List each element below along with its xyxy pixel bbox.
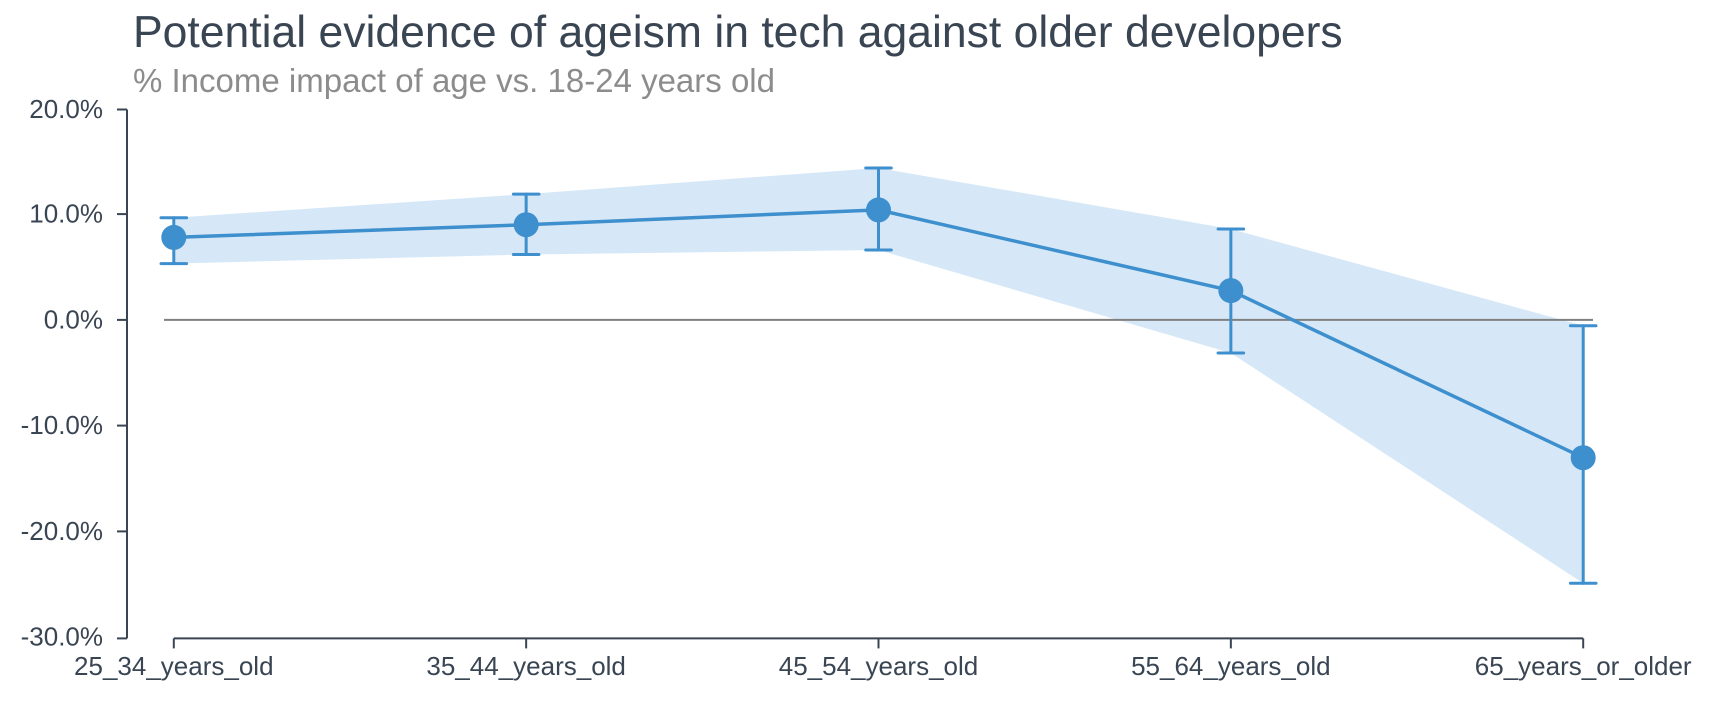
svg-text:10.0%: 10.0% — [29, 199, 103, 229]
svg-text:55_64_years_old: 55_64_years_old — [1131, 651, 1331, 681]
svg-text:0.0%: 0.0% — [44, 305, 103, 335]
svg-text:25_34_years_old: 25_34_years_old — [74, 651, 274, 681]
svg-text:45_54_years_old: 45_54_years_old — [779, 651, 979, 681]
svg-text:65_years_or_older: 65_years_or_older — [1475, 651, 1692, 681]
svg-text:20.0%: 20.0% — [29, 94, 103, 124]
svg-text:-10.0%: -10.0% — [21, 410, 103, 440]
svg-text:35_44_years_old: 35_44_years_old — [426, 651, 626, 681]
svg-text:-30.0%: -30.0% — [21, 622, 103, 652]
svg-text:-20.0%: -20.0% — [21, 516, 103, 546]
